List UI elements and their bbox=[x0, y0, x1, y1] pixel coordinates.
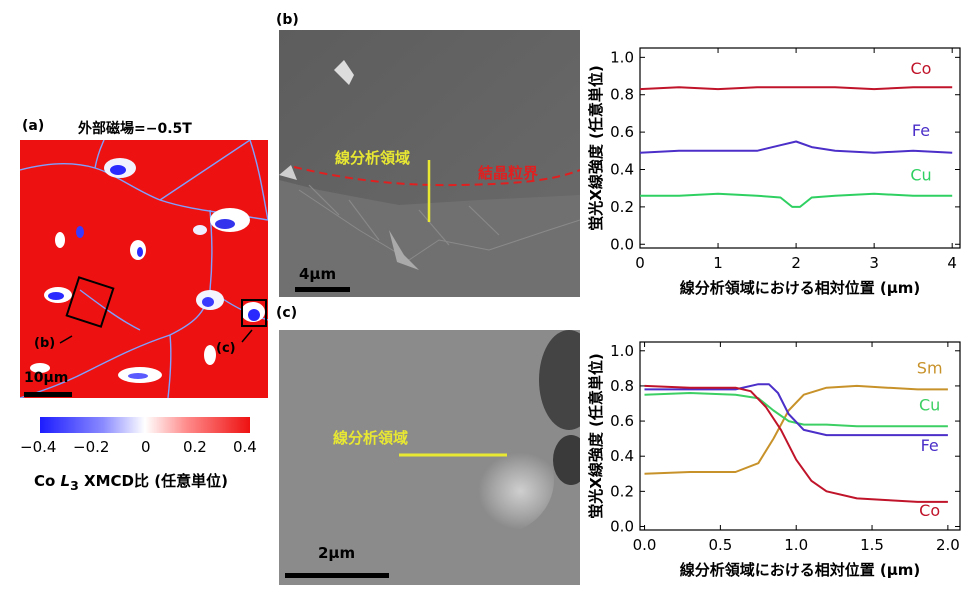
y-axis-label: 蛍光X線強度 (任意単位) bbox=[587, 353, 605, 519]
series-line-fe bbox=[644, 383, 948, 437]
x-tick-label: 1.0 bbox=[784, 536, 808, 554]
map-label-c: (c) bbox=[216, 341, 236, 356]
x-tick-label: 2 bbox=[791, 254, 801, 272]
y-tick-label: 0.8 bbox=[610, 86, 634, 104]
y-tick-label: 0.8 bbox=[610, 377, 634, 395]
series-label-sm: Sm bbox=[917, 359, 943, 378]
x-tick-label: 2.0 bbox=[936, 536, 960, 554]
plot-frame bbox=[639, 47, 961, 249]
series-line-co bbox=[644, 384, 948, 503]
panel-b-label: (b) bbox=[276, 12, 299, 28]
x-tick-label: 1.5 bbox=[860, 536, 884, 554]
x-tick-label: 0 bbox=[635, 254, 645, 272]
y-tick-label: 0.4 bbox=[610, 447, 634, 465]
series-label-cu: Cu bbox=[910, 166, 931, 185]
boundary-label-b: 結晶粒界 bbox=[478, 164, 539, 182]
region-label-c: 線分析領域 bbox=[333, 429, 409, 447]
y-tick-label: 0.0 bbox=[610, 517, 634, 535]
chart-c: 0.0 0.2 0.4 0.6 0.8 1.0 0.0 0.5 1.0 1.5 2.0 線分析領域にお… bbox=[585, 322, 975, 590]
x-axis-label: 線分析領域における相対位置 (μm) bbox=[680, 279, 921, 297]
xmcd-map-image bbox=[20, 140, 268, 398]
sem-image-b-svg bbox=[279, 30, 580, 297]
colorbar-tick: −0.4 bbox=[20, 438, 57, 456]
scale-label-b: 4μm bbox=[299, 265, 337, 283]
colorbar-title-pre: Co bbox=[34, 472, 61, 490]
y-tick-label: 0.6 bbox=[610, 412, 634, 430]
x-axis-label: 線分析領域における相対位置 (μm) bbox=[680, 561, 921, 579]
scale-label-c: 2μm bbox=[318, 544, 356, 562]
panel-c-label: (c) bbox=[276, 305, 298, 321]
series-line-cu bbox=[640, 192, 953, 208]
series-label-fe: Fe bbox=[921, 436, 939, 455]
xmcd-map bbox=[20, 140, 268, 398]
colorbar-title: Co L3 XMCD比 (任意単位) bbox=[34, 470, 228, 493]
y-axis-label: 蛍光X線強度 (任意単位) bbox=[587, 65, 605, 231]
series-line-sm bbox=[644, 384, 948, 475]
y-tick-label: 0.2 bbox=[610, 482, 634, 500]
x-tick-label: 0.0 bbox=[633, 536, 657, 554]
x-tick-label: 0.5 bbox=[708, 536, 732, 554]
y-tick-label: 0.6 bbox=[610, 123, 634, 141]
series-line-fe bbox=[639, 140, 953, 154]
colorbar-title-post: XMCD比 (任意単位) bbox=[78, 472, 228, 490]
series-line-co bbox=[639, 86, 953, 91]
colorbar-tick: −0.2 bbox=[73, 438, 110, 456]
region-b-box bbox=[65, 276, 115, 328]
map-scale-label: 10μm bbox=[24, 370, 69, 386]
x-tick-label: 1 bbox=[713, 254, 723, 272]
chart-b: 0.0 0.2 0.4 0.6 0.8 1.0 0 1 2 3 4 線分析領域における相対位置 (μm… bbox=[585, 30, 975, 300]
colorbar-title-sub: 3 bbox=[70, 478, 79, 493]
x-tick-label: 3 bbox=[869, 254, 879, 272]
sem-image-b bbox=[279, 30, 580, 297]
y-tick-label: 0.4 bbox=[610, 160, 634, 178]
sem-image-c bbox=[279, 330, 580, 585]
colorbar-title-L: L bbox=[60, 472, 71, 490]
sem-image-c-svg bbox=[279, 330, 580, 585]
plot-frame bbox=[639, 341, 961, 531]
series-label-fe: Fe bbox=[912, 121, 930, 140]
colorbar-tick: 0.2 bbox=[183, 438, 207, 456]
colorbar-tick: 0 bbox=[141, 438, 151, 456]
series-label-cu: Cu bbox=[919, 396, 940, 415]
colorbar bbox=[40, 417, 250, 433]
colorbar-tick: 0.4 bbox=[233, 438, 257, 456]
y-tick-label: 0.0 bbox=[610, 235, 634, 253]
panel-a-title: 外部磁場=−0.5T bbox=[78, 121, 192, 137]
chart-c-svg: 0.0 0.2 0.4 0.6 0.8 1.0 0.0 0.5 1.0 1.5 2.0 線分析領域にお… bbox=[587, 341, 961, 579]
y-tick-label: 1.0 bbox=[610, 342, 634, 360]
region-label-b: 線分析領域 bbox=[335, 149, 411, 167]
series-label-co: Co bbox=[919, 501, 940, 520]
x-tick-label: 4 bbox=[947, 254, 957, 272]
y-tick-label: 1.0 bbox=[610, 48, 634, 66]
y-tick-label: 0.2 bbox=[610, 198, 634, 216]
map-label-b: (b) bbox=[34, 336, 56, 351]
chart-b-svg: 0.0 0.2 0.4 0.6 0.8 1.0 0 1 2 3 4 線分析領域における相対位置 (μm… bbox=[587, 47, 961, 297]
series-label-co: Co bbox=[910, 59, 931, 78]
region-c-box bbox=[241, 299, 267, 327]
panel-a-label: (a) bbox=[22, 118, 45, 134]
